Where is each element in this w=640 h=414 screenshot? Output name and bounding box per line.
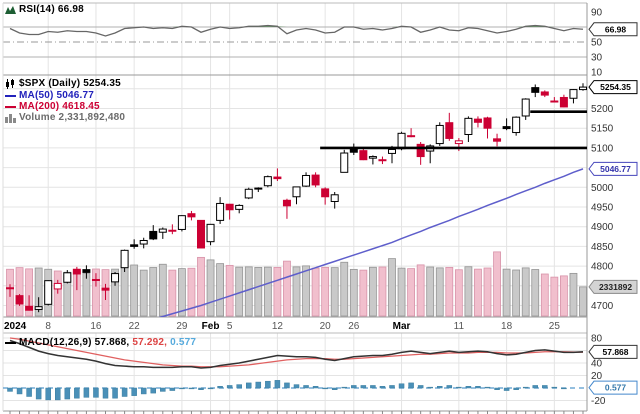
macd-legend-signal: 57.292, [132, 337, 168, 348]
svg-text:22: 22 [129, 321, 141, 332]
macd-legend: MACD(12,26,9) 57.868, 57.292, 0.577 [5, 337, 196, 348]
svg-text:80: 80 [591, 334, 603, 345]
bar-chart-icon [5, 113, 16, 123]
volume-legend: Volume 2,331,892,480 [5, 112, 125, 123]
rsi-legend: RSI(14) 66.98 [5, 4, 84, 15]
svg-text:5254.35: 5254.35 [600, 82, 631, 92]
ma200-legend-label: MA(200) 4618.45 [19, 101, 100, 112]
svg-text:50: 50 [591, 38, 603, 49]
svg-text:2331892: 2331892 [599, 282, 632, 292]
macd-legend-value: 57.868, [94, 337, 130, 348]
svg-text:2024: 2024 [4, 321, 27, 332]
svg-text:5100: 5100 [591, 143, 614, 154]
area-chart-icon [5, 5, 16, 14]
svg-text:30: 30 [591, 53, 603, 64]
svg-text:66.98: 66.98 [605, 24, 627, 34]
svg-text:18: 18 [501, 321, 513, 332]
svg-text:Feb: Feb [202, 321, 220, 332]
ma200-line-icon [5, 105, 16, 108]
svg-text:29: 29 [176, 321, 188, 332]
svg-text:0.577: 0.577 [605, 383, 627, 393]
svg-text:Mar: Mar [393, 321, 411, 332]
svg-text:25: 25 [549, 321, 561, 332]
svg-text:57.868: 57.868 [603, 347, 629, 357]
svg-text:5150: 5150 [591, 124, 614, 135]
ma200-legend: MA(200) 4618.45 [5, 101, 100, 112]
svg-text:4950: 4950 [591, 203, 614, 214]
svg-text:4850: 4850 [591, 242, 614, 253]
rsi-legend-label: RSI(14) 66.98 [19, 4, 84, 15]
macd-legend-name: MACD(12,26,9) [19, 337, 92, 348]
symbol-legend: $SPX (Daily) 5254.35 [5, 78, 121, 89]
svg-text:90: 90 [591, 8, 603, 19]
svg-text:20: 20 [591, 371, 603, 382]
macd-legend-hist: 0.577 [170, 337, 197, 348]
ma50-line-icon [5, 94, 16, 97]
svg-text:5000: 5000 [591, 183, 614, 194]
svg-text:5200: 5200 [591, 104, 614, 115]
svg-text:40: 40 [591, 359, 603, 370]
svg-text:5046.77: 5046.77 [600, 164, 631, 174]
svg-text:10: 10 [591, 68, 603, 79]
svg-text:-20: -20 [591, 396, 606, 407]
ma50-legend: MA(50) 5046.77 [5, 90, 94, 101]
svg-text:26: 26 [348, 321, 360, 332]
candlestick-icon [6, 78, 14, 89]
volume-legend-label: Volume 2,331,892,480 [19, 112, 126, 123]
svg-text:11: 11 [454, 321, 465, 332]
svg-text:20: 20 [320, 321, 332, 332]
svg-text:4800: 4800 [591, 262, 614, 273]
macd-line-icon [5, 341, 16, 344]
svg-text:12: 12 [272, 321, 284, 332]
svg-text:5: 5 [227, 321, 233, 332]
svg-text:16: 16 [90, 321, 102, 332]
svg-text:4700: 4700 [591, 301, 614, 312]
symbol-legend-label: $SPX (Daily) 5254.35 [19, 78, 121, 89]
ma50-legend-label: MA(50) 5046.77 [19, 90, 95, 101]
svg-text:8: 8 [45, 321, 51, 332]
svg-text:4900: 4900 [591, 222, 614, 233]
